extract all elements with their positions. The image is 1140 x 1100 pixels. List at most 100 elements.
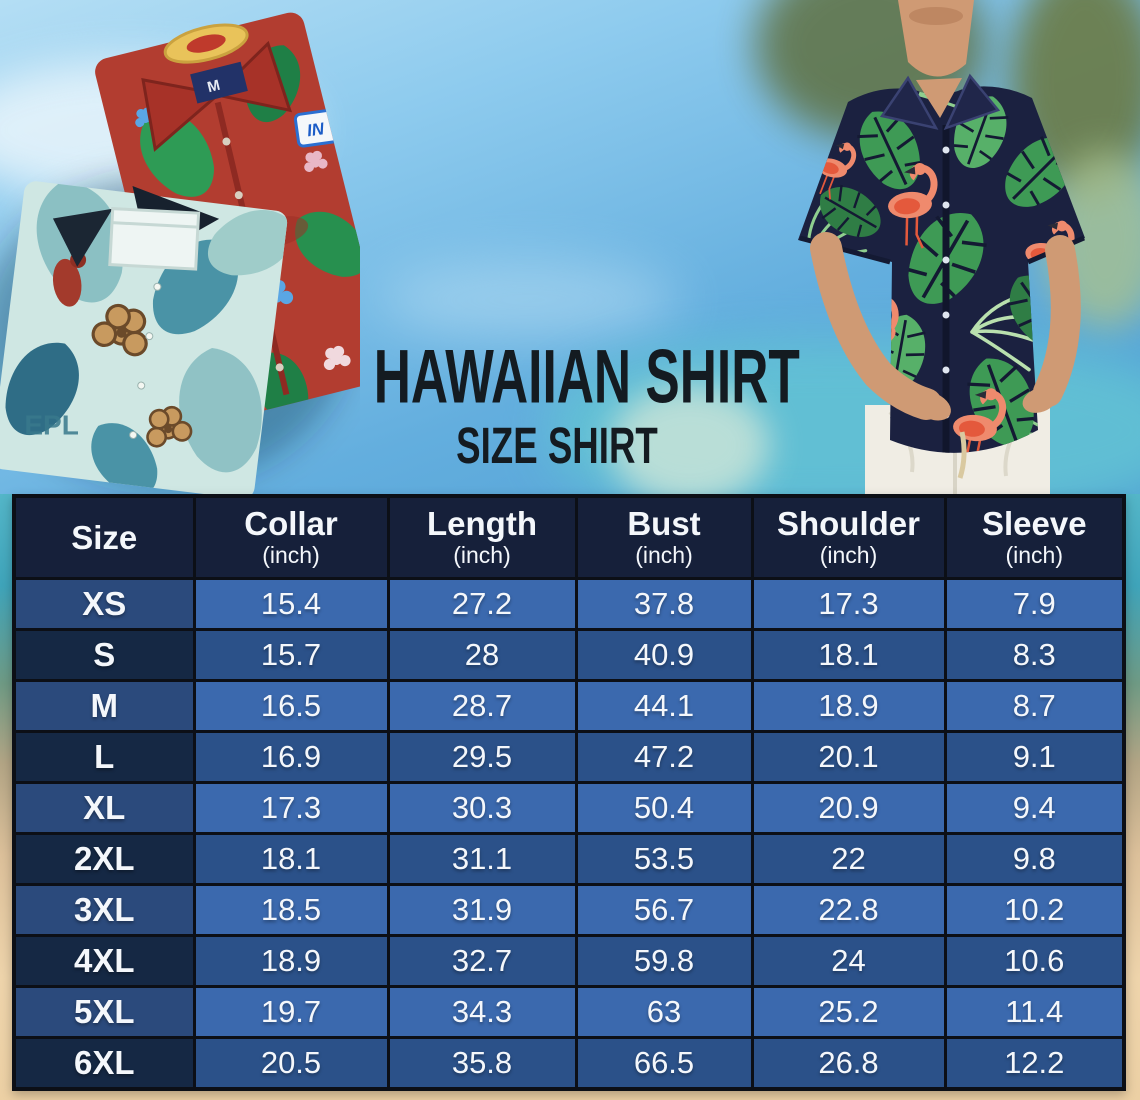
cell-bust: 44.1 — [574, 679, 754, 733]
model-arms — [810, 232, 1081, 421]
cell-shoulder: 22.8 — [750, 883, 947, 937]
size-row-2xl: 2XL 18.1 31.1 53.5 22 9.8 — [12, 832, 1126, 886]
cell-collar: 16.9 — [192, 730, 390, 784]
poster-subtitle: SIZE SHIRT — [456, 416, 658, 474]
cell-shoulder: 26.8 — [750, 1036, 947, 1090]
cell-length: 31.1 — [386, 832, 578, 886]
cell-length: 28.7 — [386, 679, 578, 733]
sleeve-logo-patch: IN — [293, 107, 346, 148]
folded-shirts-photo: IN M — [0, 12, 360, 494]
cell-shoulder: 18.9 — [750, 679, 947, 733]
size-label: 3XL — [12, 883, 196, 937]
cell-collar: 17.3 — [192, 781, 390, 835]
cell-sleeve: 7.9 — [943, 577, 1126, 631]
cell-sleeve: 8.7 — [943, 679, 1126, 733]
cell-sleeve: 9.4 — [943, 781, 1126, 835]
cell-bust: 47.2 — [574, 730, 754, 784]
size-row-5xl: 5XL 19.7 34.3 63 25.2 11.4 — [12, 985, 1126, 1039]
cell-bust: 50.4 — [574, 781, 754, 835]
header-shoulder: Shoulder (inch) — [750, 494, 947, 580]
shirt-print-text: EPL — [24, 410, 78, 441]
size-label: L — [12, 730, 196, 784]
size-row-3xl: 3XL 18.5 31.9 56.7 22.8 10.2 — [12, 883, 1126, 937]
cell-length: 28 — [386, 628, 578, 682]
cell-shoulder: 20.1 — [750, 730, 947, 784]
cell-collar: 20.5 — [192, 1036, 390, 1090]
hibiscus-print — [88, 298, 195, 450]
pants-drawstring — [957, 431, 967, 479]
size-row-m: M 16.5 28.7 44.1 18.9 8.7 — [12, 679, 1126, 733]
cell-sleeve: 12.2 — [943, 1036, 1126, 1090]
header-sleeve: Sleeve (inch) — [943, 494, 1126, 580]
table-header: Size Collar (inch) Length (inch) Bust (inch… — [12, 494, 1126, 580]
size-label: M — [12, 679, 196, 733]
size-row-l: L 16.9 29.5 47.2 20.1 9.1 — [12, 730, 1126, 784]
pale-frond-blur — [610, 385, 770, 494]
cell-bust: 59.8 — [574, 934, 754, 988]
cell-sleeve: 9.8 — [943, 832, 1126, 886]
size-label: XS — [12, 577, 196, 631]
poster-title: HAWAIIAN SHIRT — [373, 333, 800, 419]
header-size: Size — [12, 494, 196, 580]
cell-shoulder: 17.3 — [750, 577, 947, 631]
cell-length: 32.7 — [386, 934, 578, 988]
cell-shoulder: 24 — [750, 934, 947, 988]
cell-bust: 40.9 — [574, 628, 754, 682]
sleeve-logo-text: IN — [306, 119, 326, 140]
size-row-xs: XS 15.4 27.2 37.8 17.3 7.9 — [12, 577, 1126, 631]
cell-sleeve: 8.3 — [943, 628, 1126, 682]
cell-length: 27.2 — [386, 577, 578, 631]
cell-length: 29.5 — [386, 730, 578, 784]
size-label: 5XL — [12, 985, 196, 1039]
header-collar: Collar (inch) — [192, 494, 390, 580]
model-hawaiian-shirt — [798, 73, 1085, 453]
model-neck — [898, 0, 974, 77]
parrot-print — [52, 258, 82, 307]
size-row-s: S 15.7 28 40.9 18.1 8.3 — [12, 628, 1126, 682]
shirt-collar — [879, 75, 939, 130]
cell-collar: 19.7 — [192, 985, 390, 1039]
cell-length: 34.3 — [386, 985, 578, 1039]
size-row-4xl: 4XL 18.9 32.7 59.8 24 10.6 — [12, 934, 1126, 988]
cell-length: 30.3 — [386, 781, 578, 835]
cell-shoulder: 25.2 — [750, 985, 947, 1039]
size-chart-table: Size Collar (inch) Length (inch) Bust (inch… — [12, 494, 1126, 1091]
title-block: HAWAIIAN SHIRT SIZE SHIRT — [322, 333, 800, 471]
cell-collar: 18.1 — [192, 832, 390, 886]
cell-sleeve: 10.2 — [943, 883, 1126, 937]
cell-shoulder: 22 — [750, 832, 947, 886]
cell-collar: 15.4 — [192, 577, 390, 631]
size-label: 2XL — [12, 832, 196, 886]
size-row-xl: XL 17.3 30.3 50.4 20.9 9.4 — [12, 781, 1126, 835]
size-label: S — [12, 628, 196, 682]
cell-length: 31.9 — [386, 883, 578, 937]
cell-bust: 56.7 — [574, 883, 754, 937]
cell-collar: 18.5 — [192, 883, 390, 937]
cloud-blob — [380, 260, 680, 340]
cell-length: 35.8 — [386, 1036, 578, 1090]
size-label: XL — [12, 781, 196, 835]
cell-bust: 66.5 — [574, 1036, 754, 1090]
cell-bust: 63 — [574, 985, 754, 1039]
size-tag-text: M — [206, 77, 222, 97]
cell-sleeve: 10.6 — [943, 934, 1126, 988]
cell-collar: 16.5 — [192, 679, 390, 733]
teal-hawaiian-shirt: EPL — [0, 179, 289, 494]
header-length: Length (inch) — [386, 494, 578, 580]
cell-collar: 15.7 — [192, 628, 390, 682]
cell-bust: 37.8 — [574, 577, 754, 631]
hero-section: IN M — [0, 0, 1140, 494]
chest-pocket — [108, 207, 201, 271]
size-label: 6XL — [12, 1036, 196, 1090]
cell-shoulder: 20.9 — [750, 781, 947, 835]
cell-collar: 18.9 — [192, 934, 390, 988]
inner-size-label — [190, 61, 248, 104]
cell-sleeve: 9.1 — [943, 730, 1126, 784]
size-label: 4XL — [12, 934, 196, 988]
cell-shoulder: 18.1 — [750, 628, 947, 682]
size-row-6xl: 6XL 20.5 35.8 66.5 26.8 12.2 — [12, 1036, 1126, 1090]
cell-bust: 53.5 — [574, 832, 754, 886]
model-photo — [798, 0, 1085, 494]
header-row: Size Collar (inch) Length (inch) Bust (inch… — [12, 494, 1126, 580]
